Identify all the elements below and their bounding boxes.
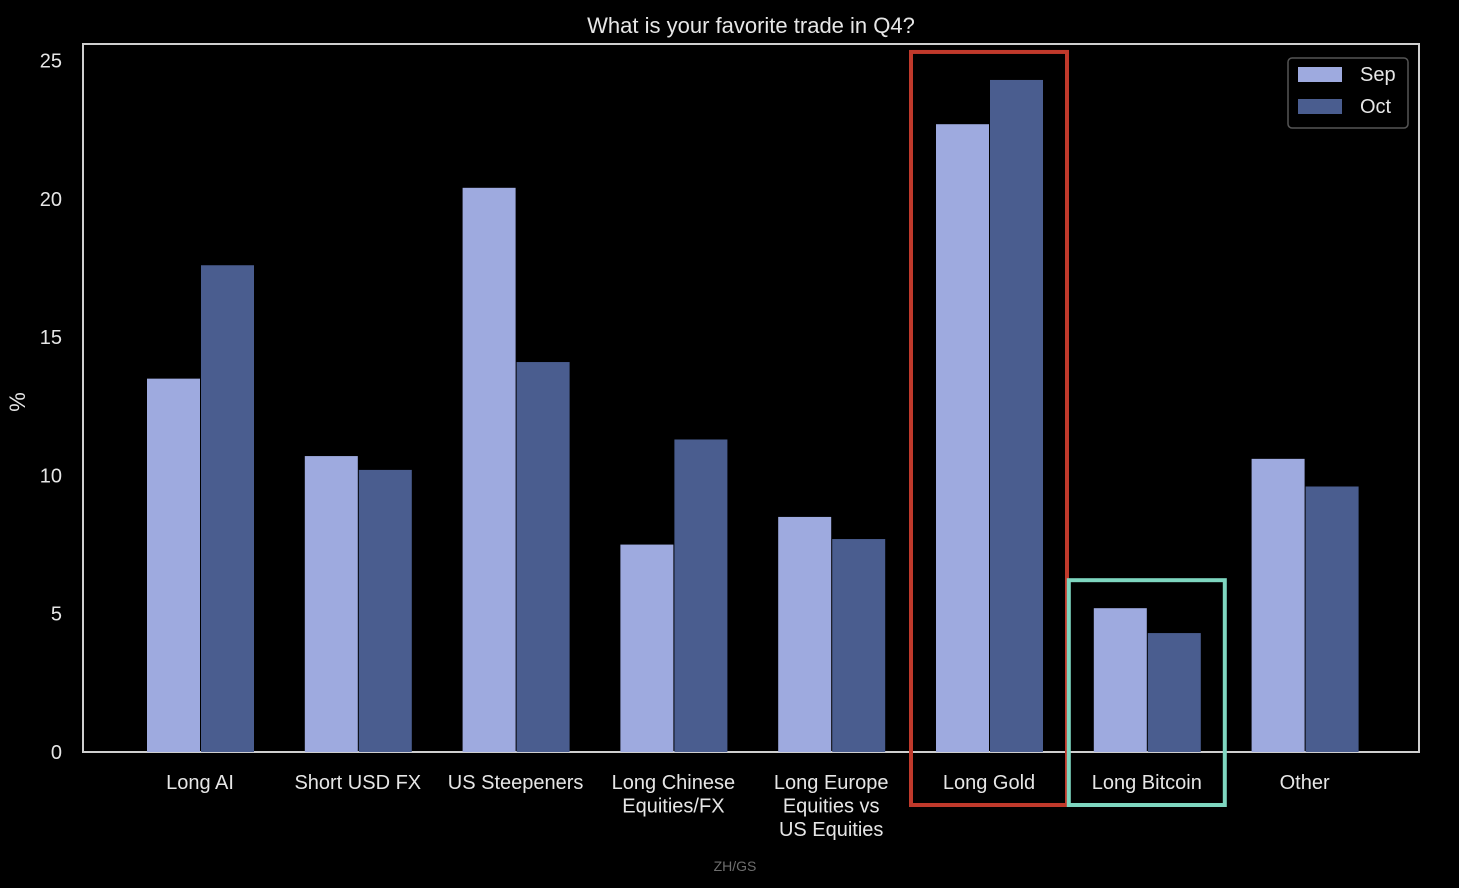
highlight-box: [1066, 578, 1227, 807]
x-category-label: Long Europe: [774, 772, 889, 794]
plot-area-frame: [82, 43, 1420, 753]
x-axis-categories: Long AI Short USD FX US Steepeners Long Chi…: [166, 772, 1330, 841]
x-category-label: US Equities: [779, 819, 884, 841]
bar-oct: [990, 79, 1043, 752]
bar-oct: [1305, 486, 1359, 752]
legend-label: Oct: [1360, 96, 1392, 118]
legend: Sep Oct: [1287, 57, 1409, 129]
highlight-box: [909, 49, 1069, 807]
y-tick-label: 25: [40, 51, 62, 73]
bar-sep: [462, 187, 516, 752]
bar-sep: [147, 378, 200, 752]
y-tick-label: 0: [51, 742, 62, 764]
legend-swatch-oct: [1298, 99, 1342, 114]
y-tick-label: 20: [40, 189, 62, 211]
bar-sep: [936, 124, 989, 752]
y-tick-label: 15: [40, 327, 62, 349]
x-category-label: Short USD FX: [294, 772, 421, 794]
y-tick-label: 10: [40, 465, 62, 487]
bar-oct: [832, 539, 886, 752]
y-axis-label: %: [5, 392, 30, 412]
bar-oct: [358, 469, 412, 752]
bar-sep: [620, 544, 674, 752]
bar-oct: [674, 439, 728, 752]
bar-sep: [778, 516, 832, 752]
x-category-label: Other: [1280, 772, 1330, 794]
bar-oct: [201, 265, 254, 752]
chart-title: What is your favorite trade in Q4?: [587, 13, 915, 38]
x-category-label: Long AI: [166, 772, 234, 794]
bar-oct: [1147, 633, 1201, 752]
x-category-label: Equities/FX: [622, 796, 724, 818]
y-axis-ticks: 0 5 10 15 20 25: [40, 51, 62, 764]
x-category-label: Equities vs: [783, 796, 880, 818]
bar-sep: [304, 456, 358, 752]
highlight-boxes: [909, 49, 1227, 807]
x-category-label: US Steepeners: [448, 772, 584, 794]
x-category-label: Long Bitcoin: [1092, 772, 1202, 794]
source-label: ZH/GS: [714, 858, 757, 874]
bar-oct: [516, 362, 570, 752]
y-tick-label: 5: [51, 604, 62, 626]
x-category-label: Long Gold: [943, 772, 1035, 794]
bar-sep: [1093, 608, 1147, 752]
x-category-label: Long Chinese: [612, 772, 735, 794]
legend-label: Sep: [1360, 64, 1396, 86]
bars: [147, 79, 1359, 752]
legend-swatch-sep: [1298, 67, 1342, 82]
bar-sep: [1251, 458, 1305, 752]
